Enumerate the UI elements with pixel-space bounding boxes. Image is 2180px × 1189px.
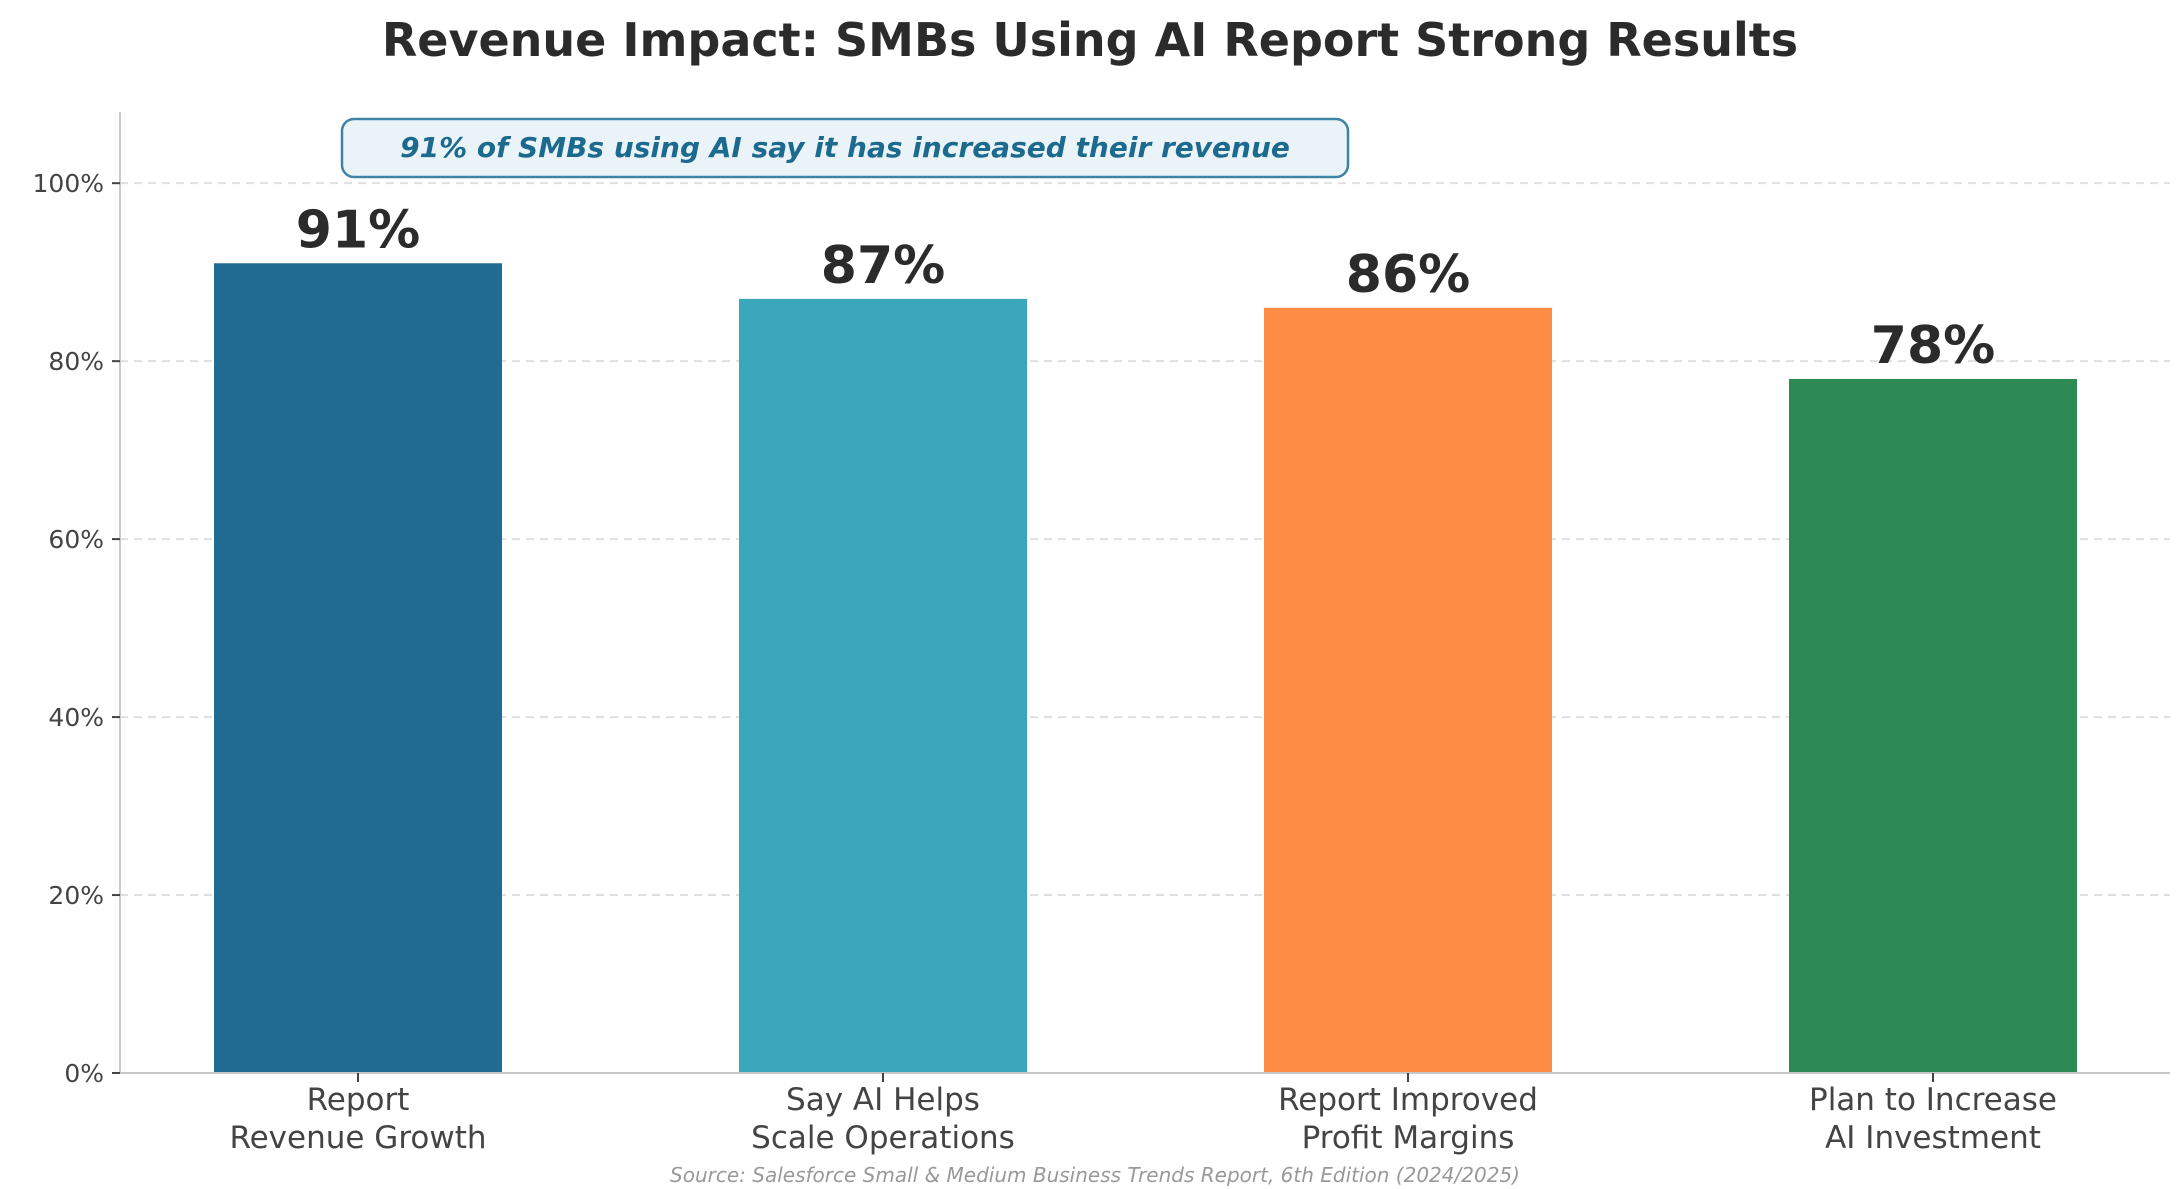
y-tick-label: 40% <box>48 703 104 732</box>
x-tick-label: AI Investment <box>1825 1120 2041 1156</box>
bar <box>214 263 502 1073</box>
annotation-text: 91% of SMBs using AI say it has increase… <box>400 131 1290 164</box>
x-tick-label: Report Improved <box>1278 1082 1538 1118</box>
y-tick-label: 80% <box>48 347 104 376</box>
bar-value-label: 91% <box>296 200 420 260</box>
x-tick-label: Plan to Increase <box>1809 1082 2057 1118</box>
bar-value-label: 86% <box>1346 245 1470 305</box>
bar <box>1789 378 2077 1073</box>
y-tick-label: 60% <box>48 525 104 554</box>
x-tick-label: Scale Operations <box>751 1120 1015 1156</box>
x-tick-label: Revenue Growth <box>229 1120 486 1156</box>
chart-title: Revenue Impact: SMBs Using AI Report Str… <box>382 13 1798 67</box>
y-tick-label: 0% <box>64 1059 104 1088</box>
x-tick-label: Profit Margins <box>1302 1120 1515 1156</box>
y-tick-label: 20% <box>48 881 104 910</box>
bar-value-label: 87% <box>821 236 945 296</box>
bar <box>739 298 1027 1074</box>
y-tick-label: 100% <box>33 169 104 198</box>
x-tick-label: Say AI Helps <box>786 1082 980 1118</box>
annotation-box: 91% of SMBs using AI say it has increase… <box>340 117 1350 179</box>
bar <box>1264 307 1552 1073</box>
source-note: Source: Salesforce Small & Medium Busine… <box>670 1163 1520 1187</box>
bar-value-label: 78% <box>1871 316 1995 376</box>
x-tick-label: Report <box>307 1082 410 1118</box>
